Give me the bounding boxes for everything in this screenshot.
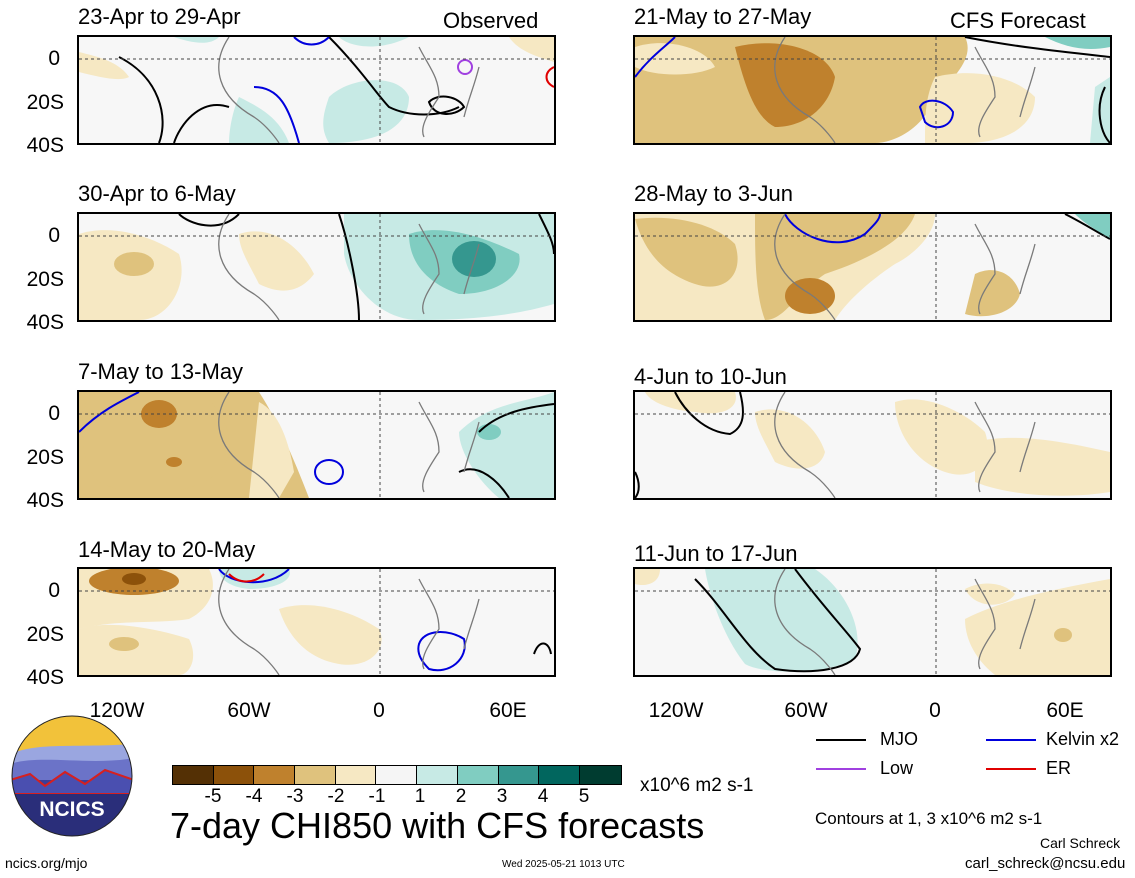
legend-label-mjo: MJO [880, 729, 918, 749]
legend-line-mjo [816, 739, 866, 741]
map-fcst-1 [633, 35, 1112, 145]
colorbar-label: -2 [327, 786, 345, 807]
y-tick-label: 0 [48, 47, 60, 70]
x-tick-label: 120W [89, 699, 145, 722]
y-tick-label: 40S [26, 666, 64, 689]
panel-title: 11-Jun to 17-Jun [634, 541, 798, 566]
legend-label-low: Low [880, 758, 914, 778]
y-tick-label: 0 [48, 579, 60, 602]
colorbar-cell [335, 766, 377, 784]
contour-note: Contours at 1, 3 x10^6 m2 s-1 [815, 809, 1043, 828]
legend-line-low [816, 768, 866, 770]
map-obs-3 [77, 390, 556, 500]
x-tick-label: 120W [648, 699, 704, 722]
colorbar-label: 5 [578, 786, 590, 807]
colorbar-cell [457, 766, 499, 784]
panel-title: 14-May to 20-May [78, 537, 256, 562]
colorbar-cell [376, 766, 418, 784]
map-obs-1 [77, 35, 556, 145]
colorbar-cell [295, 766, 336, 784]
observed-label: Observed [443, 8, 539, 33]
colorbar-label: -1 [368, 786, 386, 807]
map-fcst-2 [633, 212, 1112, 322]
x-tick-label: 60W [227, 699, 271, 722]
y-tick-label: 40S [26, 134, 64, 157]
y-tick-label: 0 [48, 224, 60, 247]
colorbar-label: 2 [455, 786, 467, 807]
colorbar-units: x10^6 m2 s-1 [640, 775, 754, 796]
colorbar-cell [173, 766, 214, 784]
colorbar-cell [498, 766, 540, 784]
y-tick-label: 40S [26, 489, 64, 512]
x-tick-label: 60E [1046, 699, 1084, 722]
panel-title: 4-Jun to 10-Jun [634, 364, 787, 389]
legend-line-er [986, 768, 1036, 770]
panel-title: 7-May to 13-May [78, 359, 244, 384]
chart-title: 7-day CHI850 with CFS forecasts [170, 805, 705, 846]
colorbar [172, 765, 622, 785]
colorbar-label: 4 [537, 786, 549, 807]
legend-label-kelvin: Kelvin x2 [1046, 729, 1120, 749]
panel-title: 21-May to 27-May [634, 4, 812, 29]
x-tick-label: 0 [929, 699, 941, 722]
colorbar-label: -4 [245, 786, 263, 807]
x-tick-label: 60E [489, 699, 527, 722]
panel-title: 23-Apr to 29-Apr [78, 4, 241, 29]
colorbar-cell [417, 766, 458, 784]
y-tick-label: 0 [48, 402, 60, 425]
y-tick-label: 20S [26, 446, 64, 469]
colorbar-cell [539, 766, 580, 784]
y-tick-label: 20S [26, 623, 64, 646]
map-obs-4 [77, 567, 556, 677]
y-tick-label: 20S [26, 268, 64, 291]
colorbar-cell [213, 766, 255, 784]
colorbar-label: 1 [414, 786, 426, 807]
panel-title: 28-May to 3-Jun [634, 181, 793, 206]
colorbar-cell [579, 766, 621, 784]
logo-text: NCICS [39, 798, 105, 821]
forecast-label: CFS Forecast [950, 8, 1086, 33]
colorbar-label: -3 [286, 786, 304, 807]
site-link[interactable]: ncics.org/mjo [5, 855, 88, 871]
author-email[interactable]: carl_schreck@ncsu.edu [965, 855, 1126, 872]
colorbar-label: -5 [204, 786, 222, 807]
colorbar-label: 3 [496, 786, 508, 807]
y-tick-label: 20S [26, 91, 64, 114]
map-obs-2 [77, 212, 556, 322]
map-fcst-3 [633, 390, 1112, 500]
legend-label-er: ER [1046, 758, 1072, 778]
colorbar-cell [254, 766, 296, 784]
author: Carl Schreck [1040, 835, 1121, 851]
y-tick-label: 40S [26, 311, 64, 334]
ncics-logo: NCICS [10, 714, 134, 838]
x-tick-label: 0 [373, 699, 385, 722]
x-tick-label: 60W [784, 699, 828, 722]
timestamp: Wed 2025-05-21 1013 UTC [502, 859, 625, 870]
map-fcst-4 [633, 567, 1112, 677]
panel-title: 30-Apr to 6-May [78, 181, 236, 206]
legend-line-kelvin [986, 739, 1036, 741]
